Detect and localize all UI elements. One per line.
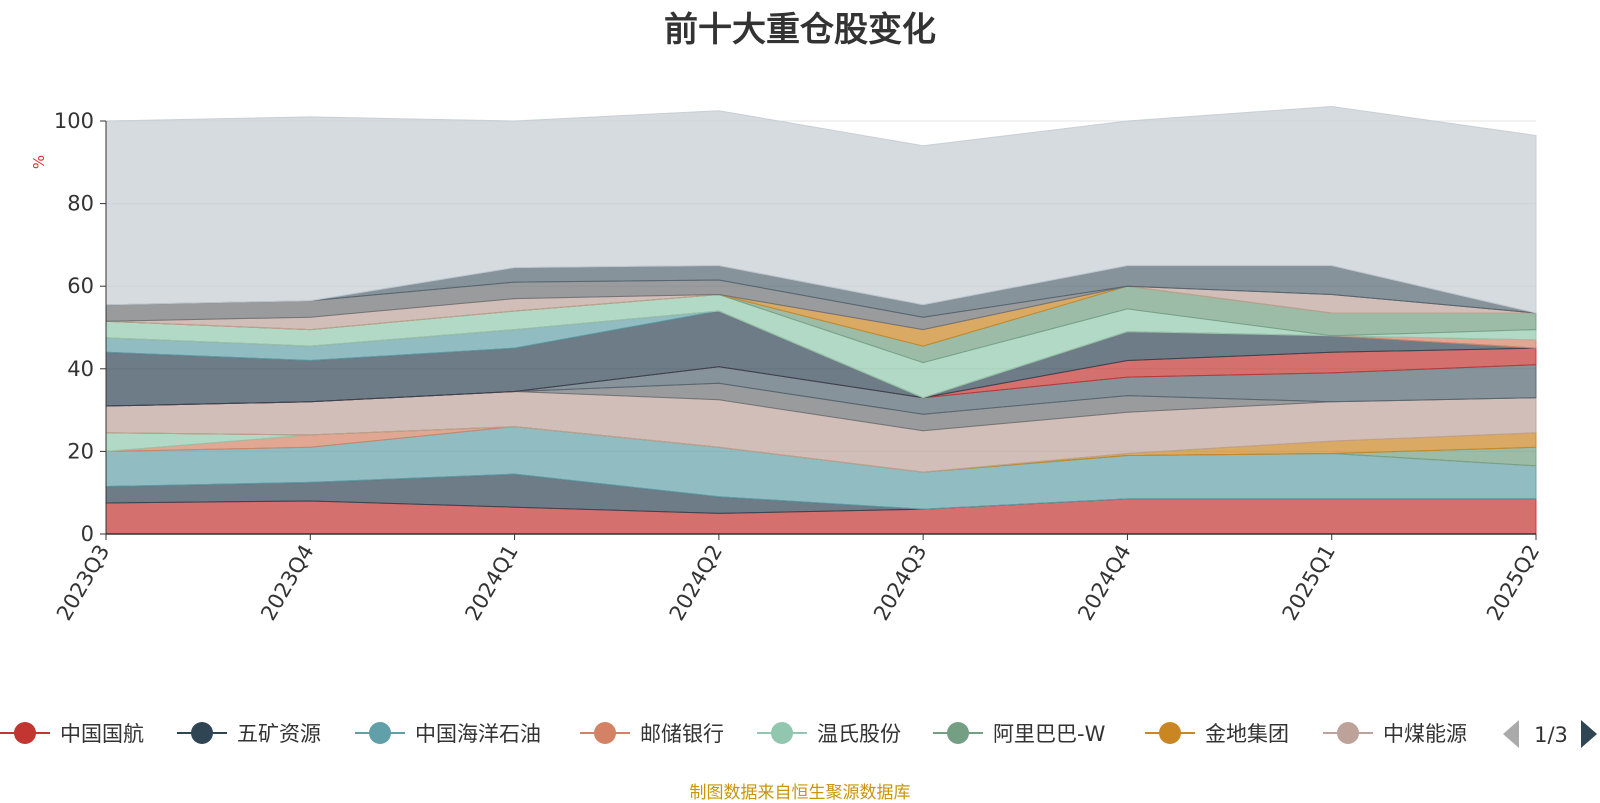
x-tick-label: 2025Q2 bbox=[1482, 541, 1544, 625]
x-tick-label: 2025Q1 bbox=[1278, 541, 1340, 625]
legend-next-icon[interactable] bbox=[1581, 720, 1597, 748]
legend-marker bbox=[1159, 722, 1181, 744]
legend-item[interactable]: 中国国航 bbox=[0, 722, 144, 746]
legend-item[interactable]: 中煤能源 bbox=[1323, 722, 1467, 746]
chart-title: 前十大重仓股变化 bbox=[664, 10, 936, 50]
y-tick-label: 20 bbox=[67, 439, 94, 463]
legend-marker bbox=[771, 722, 793, 744]
area-series-21[interactable] bbox=[105, 105, 1537, 314]
x-tick-label: 2023Q4 bbox=[256, 541, 318, 625]
legend-marker bbox=[191, 722, 213, 744]
legend-item[interactable]: 金地集团 bbox=[1145, 722, 1289, 746]
legend-label: 阿里巴巴-W bbox=[993, 722, 1106, 746]
legend-page-indicator: 1/3 bbox=[1534, 723, 1568, 747]
legend-label: 邮储银行 bbox=[640, 722, 724, 746]
legend-marker bbox=[1337, 722, 1359, 744]
legend-item[interactable]: 邮储银行 bbox=[580, 722, 724, 746]
legend-marker bbox=[947, 722, 969, 744]
legend-label: 金地集团 bbox=[1205, 722, 1289, 746]
legend-item[interactable]: 五矿资源 bbox=[177, 722, 321, 746]
legend-prev-icon[interactable] bbox=[1503, 720, 1519, 748]
legend-label: 五矿资源 bbox=[237, 722, 321, 746]
legend-label: 温氏股份 bbox=[817, 722, 901, 746]
y-tick-label: 40 bbox=[67, 357, 94, 381]
x-tick-label: 2024Q1 bbox=[460, 541, 522, 625]
legend-label: 中国海洋石油 bbox=[415, 722, 541, 746]
legend-marker bbox=[14, 722, 36, 744]
legend-marker bbox=[369, 722, 391, 744]
x-tick-label: 2023Q3 bbox=[52, 541, 114, 625]
x-tick-label: 2024Q3 bbox=[869, 541, 931, 625]
y-axis-unit-label: % bbox=[30, 155, 48, 169]
y-tick-label: 60 bbox=[67, 274, 94, 298]
y-tick-label: 100 bbox=[54, 109, 94, 133]
footer-source-note: 制图数据来自恒生聚源数据库 bbox=[689, 783, 911, 803]
legend-label: 中煤能源 bbox=[1383, 722, 1467, 746]
y-tick-label: 80 bbox=[67, 192, 94, 216]
legend-item[interactable]: 中国海洋石油 bbox=[355, 722, 541, 746]
y-tick-label: 0 bbox=[81, 522, 94, 546]
legend-marker bbox=[594, 722, 616, 744]
legend-item[interactable]: 阿里巴巴-W bbox=[933, 722, 1106, 746]
legend-label: 中国国航 bbox=[60, 722, 144, 746]
x-tick-label: 2024Q4 bbox=[1073, 541, 1135, 625]
legend-item[interactable]: 温氏股份 bbox=[757, 722, 901, 746]
x-tick-label: 2024Q2 bbox=[665, 541, 727, 625]
